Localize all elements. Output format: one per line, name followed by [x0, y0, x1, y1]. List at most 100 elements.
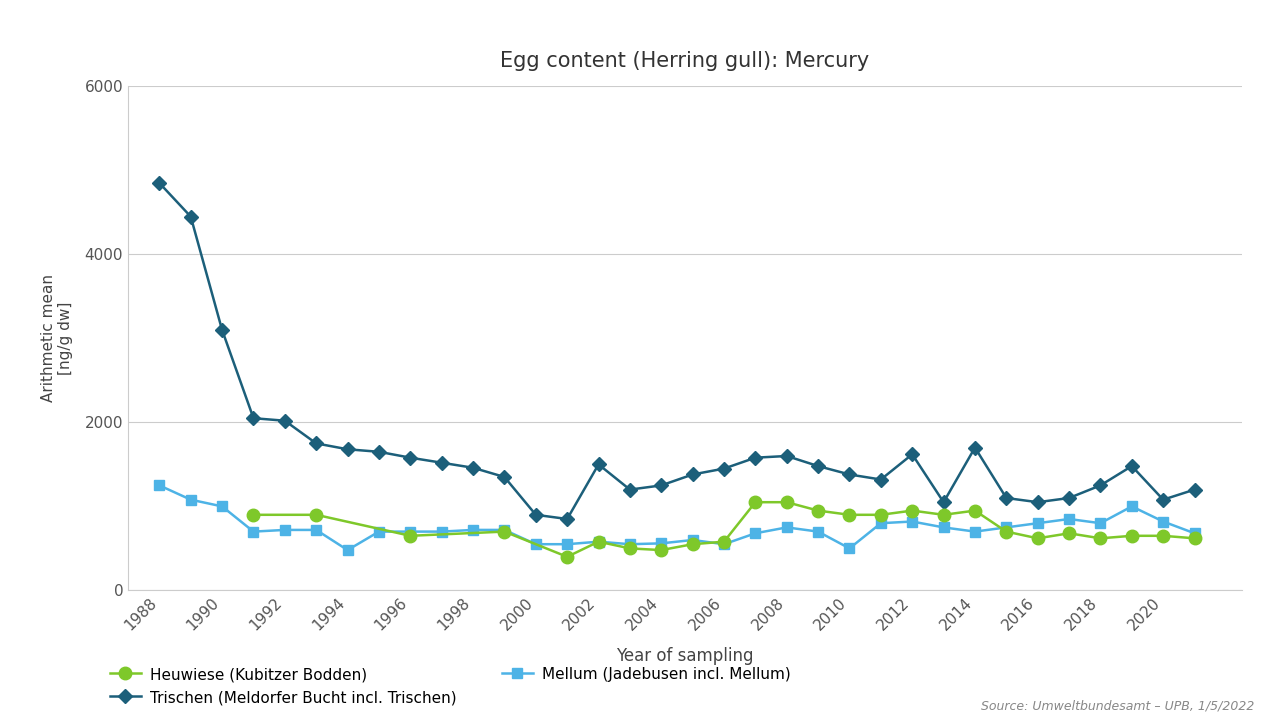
Trischen (Meldorfer Bucht incl. Trischen): [780, 451, 795, 460]
Mellum (Jadebusen incl. Mellum): [1030, 519, 1046, 528]
Mellum (Jadebusen incl. Mellum): [1187, 529, 1202, 538]
Trischen (Meldorfer Bucht incl. Trischen): [308, 439, 324, 448]
Trischen (Meldorfer Bucht incl. Trischen): [340, 445, 356, 454]
Trischen (Meldorfer Bucht incl. Trischen): [968, 444, 983, 452]
Legend: Heuwiese (Kubitzer Bodden), Trischen (Meldorfer Bucht incl. Trischen), Mellum (J: Heuwiese (Kubitzer Bodden), Trischen (Me…: [110, 667, 791, 705]
Heuwiese (Kubitzer Bodden): [403, 531, 419, 540]
Heuwiese (Kubitzer Bodden): [1093, 534, 1108, 543]
Trischen (Meldorfer Bucht incl. Trischen): [466, 464, 481, 472]
Heuwiese (Kubitzer Bodden): [654, 546, 669, 554]
Trischen (Meldorfer Bucht incl. Trischen): [685, 470, 700, 479]
Line: Heuwiese (Kubitzer Bodden): Heuwiese (Kubitzer Bodden): [247, 496, 1201, 563]
Trischen (Meldorfer Bucht incl. Trischen): [591, 460, 607, 469]
Trischen (Meldorfer Bucht incl. Trischen): [1030, 498, 1046, 507]
Y-axis label: Arithmetic mean
[ng/g dw]: Arithmetic mean [ng/g dw]: [41, 274, 73, 402]
Trischen (Meldorfer Bucht incl. Trischen): [873, 475, 888, 484]
Heuwiese (Kubitzer Bodden): [1187, 534, 1202, 543]
Heuwiese (Kubitzer Bodden): [1061, 529, 1076, 538]
Mellum (Jadebusen incl. Mellum): [591, 537, 607, 546]
Mellum (Jadebusen incl. Mellum): [748, 529, 763, 538]
Mellum (Jadebusen incl. Mellum): [968, 527, 983, 536]
Trischen (Meldorfer Bucht incl. Trischen): [434, 459, 449, 467]
Mellum (Jadebusen incl. Mellum): [497, 526, 512, 534]
Trischen (Meldorfer Bucht incl. Trischen): [905, 450, 920, 459]
Trischen (Meldorfer Bucht incl. Trischen): [559, 515, 575, 523]
Trischen (Meldorfer Bucht incl. Trischen): [497, 473, 512, 482]
Trischen (Meldorfer Bucht incl. Trischen): [1187, 485, 1202, 494]
Heuwiese (Kubitzer Bodden): [559, 552, 575, 561]
Line: Mellum (Jadebusen incl. Mellum): Mellum (Jadebusen incl. Mellum): [155, 480, 1199, 555]
Mellum (Jadebusen incl. Mellum): [246, 527, 261, 536]
Heuwiese (Kubitzer Bodden): [1030, 534, 1046, 543]
Heuwiese (Kubitzer Bodden): [622, 544, 637, 553]
Mellum (Jadebusen incl. Mellum): [340, 546, 356, 554]
Trischen (Meldorfer Bucht incl. Trischen): [1124, 462, 1139, 470]
Trischen (Meldorfer Bucht incl. Trischen): [403, 454, 419, 462]
Heuwiese (Kubitzer Bodden): [308, 510, 324, 519]
Heuwiese (Kubitzer Bodden): [780, 498, 795, 507]
Trischen (Meldorfer Bucht incl. Trischen): [278, 416, 293, 425]
Mellum (Jadebusen incl. Mellum): [215, 502, 230, 510]
Trischen (Meldorfer Bucht incl. Trischen): [1093, 481, 1108, 490]
Heuwiese (Kubitzer Bodden): [810, 506, 826, 515]
Mellum (Jadebusen incl. Mellum): [371, 527, 387, 536]
Heuwiese (Kubitzer Bodden): [1156, 531, 1171, 540]
Heuwiese (Kubitzer Bodden): [1124, 531, 1139, 540]
Mellum (Jadebusen incl. Mellum): [1061, 515, 1076, 523]
Trischen (Meldorfer Bucht incl. Trischen): [215, 325, 230, 334]
Mellum (Jadebusen incl. Mellum): [622, 540, 637, 549]
Mellum (Jadebusen incl. Mellum): [685, 536, 700, 544]
Trischen (Meldorfer Bucht incl. Trischen): [371, 448, 387, 456]
Trischen (Meldorfer Bucht incl. Trischen): [152, 179, 168, 187]
Mellum (Jadebusen incl. Mellum): [1124, 502, 1139, 510]
Trischen (Meldorfer Bucht incl. Trischen): [1061, 494, 1076, 503]
Heuwiese (Kubitzer Bodden): [842, 510, 858, 519]
Trischen (Meldorfer Bucht incl. Trischen): [529, 510, 544, 519]
Trischen (Meldorfer Bucht incl. Trischen): [246, 414, 261, 423]
Heuwiese (Kubitzer Bodden): [968, 506, 983, 515]
Mellum (Jadebusen incl. Mellum): [403, 527, 419, 536]
Mellum (Jadebusen incl. Mellum): [936, 523, 951, 531]
Trischen (Meldorfer Bucht incl. Trischen): [1156, 495, 1171, 504]
Mellum (Jadebusen incl. Mellum): [905, 517, 920, 526]
Heuwiese (Kubitzer Bodden): [685, 540, 700, 549]
Mellum (Jadebusen incl. Mellum): [152, 481, 168, 490]
Text: Source: Umweltbundesamt – UPB, 1/5/2022: Source: Umweltbundesamt – UPB, 1/5/2022: [980, 700, 1254, 713]
Mellum (Jadebusen incl. Mellum): [780, 523, 795, 531]
Mellum (Jadebusen incl. Mellum): [717, 540, 732, 549]
Line: Trischen (Meldorfer Bucht incl. Trischen): Trischen (Meldorfer Bucht incl. Trischen…: [155, 178, 1199, 524]
Mellum (Jadebusen incl. Mellum): [308, 526, 324, 534]
X-axis label: Year of sampling: Year of sampling: [616, 647, 754, 665]
Mellum (Jadebusen incl. Mellum): [183, 495, 198, 504]
Heuwiese (Kubitzer Bodden): [998, 527, 1014, 536]
Mellum (Jadebusen incl. Mellum): [559, 540, 575, 549]
Heuwiese (Kubitzer Bodden): [246, 510, 261, 519]
Heuwiese (Kubitzer Bodden): [905, 506, 920, 515]
Mellum (Jadebusen incl. Mellum): [654, 539, 669, 548]
Trischen (Meldorfer Bucht incl. Trischen): [654, 481, 669, 490]
Heuwiese (Kubitzer Bodden): [717, 537, 732, 546]
Heuwiese (Kubitzer Bodden): [497, 527, 512, 536]
Mellum (Jadebusen incl. Mellum): [1156, 517, 1171, 526]
Mellum (Jadebusen incl. Mellum): [810, 527, 826, 536]
Mellum (Jadebusen incl. Mellum): [529, 540, 544, 549]
Trischen (Meldorfer Bucht incl. Trischen): [717, 464, 732, 473]
Trischen (Meldorfer Bucht incl. Trischen): [183, 212, 198, 221]
Mellum (Jadebusen incl. Mellum): [1093, 519, 1108, 528]
Title: Egg content (Herring gull): Mercury: Egg content (Herring gull): Mercury: [500, 51, 869, 71]
Trischen (Meldorfer Bucht incl. Trischen): [936, 498, 951, 507]
Mellum (Jadebusen incl. Mellum): [998, 523, 1014, 531]
Mellum (Jadebusen incl. Mellum): [434, 527, 449, 536]
Heuwiese (Kubitzer Bodden): [873, 510, 888, 519]
Mellum (Jadebusen incl. Mellum): [278, 526, 293, 534]
Heuwiese (Kubitzer Bodden): [748, 498, 763, 507]
Mellum (Jadebusen incl. Mellum): [466, 526, 481, 534]
Mellum (Jadebusen incl. Mellum): [842, 544, 858, 553]
Trischen (Meldorfer Bucht incl. Trischen): [622, 485, 637, 494]
Trischen (Meldorfer Bucht incl. Trischen): [810, 462, 826, 470]
Mellum (Jadebusen incl. Mellum): [873, 519, 888, 528]
Trischen (Meldorfer Bucht incl. Trischen): [842, 470, 858, 479]
Trischen (Meldorfer Bucht incl. Trischen): [998, 494, 1014, 503]
Heuwiese (Kubitzer Bodden): [936, 510, 951, 519]
Heuwiese (Kubitzer Bodden): [591, 537, 607, 546]
